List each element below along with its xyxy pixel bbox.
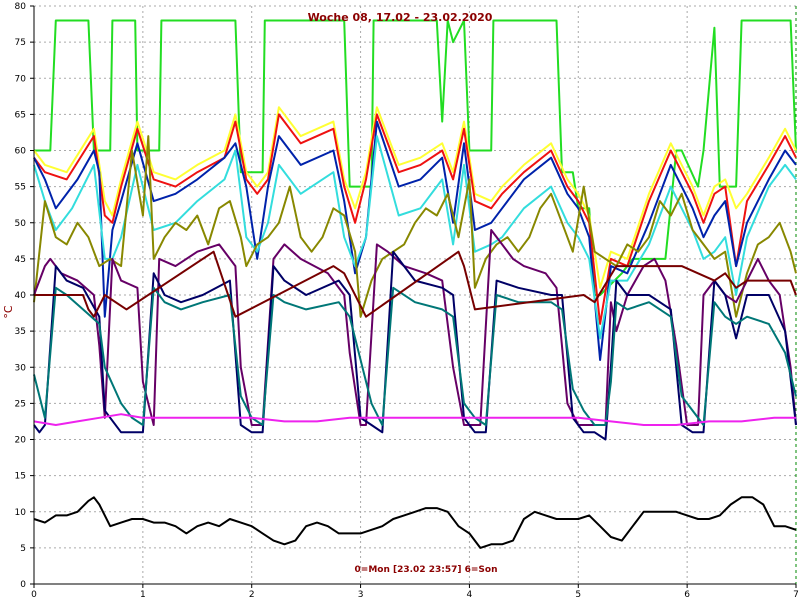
chart-title: Woche 08, 17.02 - 23.02.2020	[308, 11, 493, 24]
x-tick-label: 2	[249, 590, 255, 600]
y-tick-label: 45	[15, 255, 26, 265]
series-line-7	[33, 229, 797, 426]
y-tick-label: 10	[15, 508, 27, 518]
series-line-9	[33, 286, 797, 426]
y-tick-label: 20	[15, 436, 27, 446]
axes	[30, 5, 797, 588]
y-tick-label: 50	[15, 219, 27, 229]
series-line-3	[33, 113, 797, 325]
series-line-10	[34, 250, 797, 318]
x-tick-label: 6	[684, 590, 690, 600]
y-tick-label: 30	[15, 363, 27, 373]
series-line-12	[33, 496, 797, 549]
grid	[34, 5, 797, 584]
series-line-2	[33, 106, 797, 289]
x-axis-caption: 0=Mon [23.02 23:57] 6=Son	[355, 565, 498, 575]
y-tick-label: 75	[15, 38, 26, 48]
x-tick-label: 1	[140, 590, 146, 600]
series-line-5	[33, 135, 797, 340]
series-line-1	[34, 19, 797, 296]
y-tick-label: 15	[15, 472, 26, 482]
x-tick-label: 3	[358, 590, 364, 600]
y-tick-label: 5	[20, 544, 26, 554]
y-tick-label: 80	[15, 2, 27, 12]
y-tick-label: 25	[15, 399, 26, 409]
x-tick-label: 5	[575, 590, 581, 600]
y-tick-label: 40	[15, 291, 27, 301]
y-tick-label: 60	[15, 147, 27, 157]
series-line-8	[33, 250, 797, 441]
y-tick-label: 35	[15, 327, 26, 337]
series-line-6	[33, 135, 797, 318]
x-tick-label: 0	[31, 590, 37, 600]
series-lines	[33, 19, 797, 549]
series-line-4	[33, 120, 797, 361]
y-tick-label: 70	[15, 74, 27, 84]
x-tick-label: 4	[467, 590, 473, 600]
y-tick-label: 55	[15, 183, 26, 193]
series-line-11	[33, 413, 796, 426]
y-tick-label: 65	[15, 110, 26, 120]
x-tick-label: 7	[793, 590, 799, 600]
y-tick-label: 0	[20, 580, 26, 590]
y-axis-label: °C	[2, 305, 15, 319]
